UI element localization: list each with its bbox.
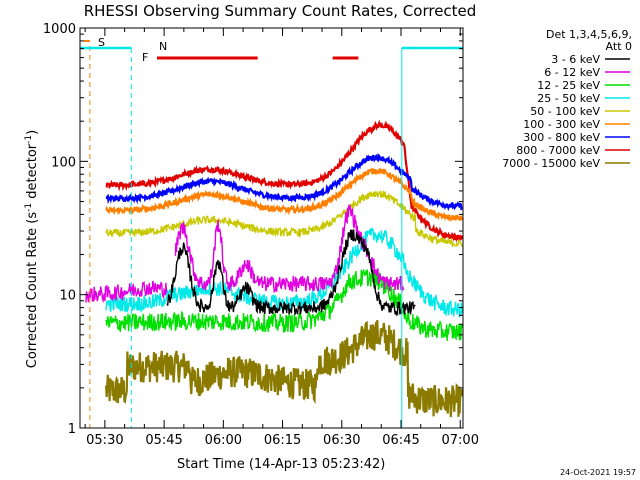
legend-label-7: 800 - 7000 keV: [516, 144, 600, 157]
flag-f-label: F: [142, 51, 148, 64]
x-axis-label: Start Time (14-Apr-13 05:23:42): [177, 457, 385, 472]
flag-n-label: N: [159, 40, 167, 53]
legend-label-1: 6 - 12 keV: [544, 66, 600, 79]
legend-label-5: 100 - 300 keV: [523, 118, 600, 131]
legend-label-3: 25 - 50 keV: [537, 92, 600, 105]
plot-frame: [79, 27, 464, 429]
legend-label-6: 300 - 800 keV: [523, 131, 600, 144]
series-line-0: [166, 229, 416, 317]
y-label-sup2: -1: [24, 135, 34, 144]
series-line-4: [105, 190, 463, 248]
x-tick-label-2: 06:00: [205, 433, 242, 448]
x-tick-label-3: 06:15: [264, 433, 301, 448]
legend-label-0: 3 - 6 keV: [551, 53, 600, 66]
y-axis-label-group: Corrected Count Rate (s-1 detector-1): [24, 130, 40, 368]
timestamp: 24-Oct-2021 19:57: [560, 468, 636, 477]
y-tick-label-0: 1: [68, 422, 76, 437]
x-tick-label-0: 05:30: [86, 433, 123, 448]
chart-title: RHESSI Observing Summary Count Rates, Co…: [84, 2, 477, 20]
axis-layer: 05:30 05:45 06:00 06:15 06:30 06:45 07:00 1 10 10…: [43, 22, 479, 448]
x-tick-label-6: 07:00: [442, 433, 479, 448]
y-axis-label: Corrected Count Rate (s-1 detector-1): [24, 130, 40, 368]
x-tick-label-4: 06:30: [323, 433, 360, 448]
y-label-end: ): [25, 130, 40, 135]
legend-header-1: Det 1,3,4,5,6,9,: [546, 28, 632, 41]
legend-label-8: 7000 - 15000 keV: [502, 157, 600, 170]
flag-s-label: S: [98, 36, 105, 49]
legend-header-2: Att 0: [606, 40, 632, 53]
series-line-5: [105, 167, 464, 223]
x-tick-label-1: 05:45: [145, 433, 182, 448]
series-line-6: [105, 153, 463, 212]
series-line-8: [105, 319, 464, 418]
y-label-sup1: -1: [24, 203, 34, 212]
y-tick-label-1: 10: [59, 289, 76, 304]
legend-label-4: 50 - 100 keV: [530, 105, 600, 118]
series-layer: [85, 119, 464, 418]
series-line-2: [105, 268, 463, 341]
series-line-7: [105, 119, 464, 243]
y-tick-label-3: 1000: [43, 22, 76, 37]
x-tick-label-5: 06:45: [382, 433, 419, 448]
legend-label-2: 12 - 25 keV: [537, 79, 600, 92]
series-line-1: [85, 204, 405, 304]
y-tick-label-2: 100: [51, 155, 76, 170]
y-label-mid: detector: [25, 143, 40, 203]
y-label-main: Corrected Count Rate (s: [25, 212, 40, 369]
